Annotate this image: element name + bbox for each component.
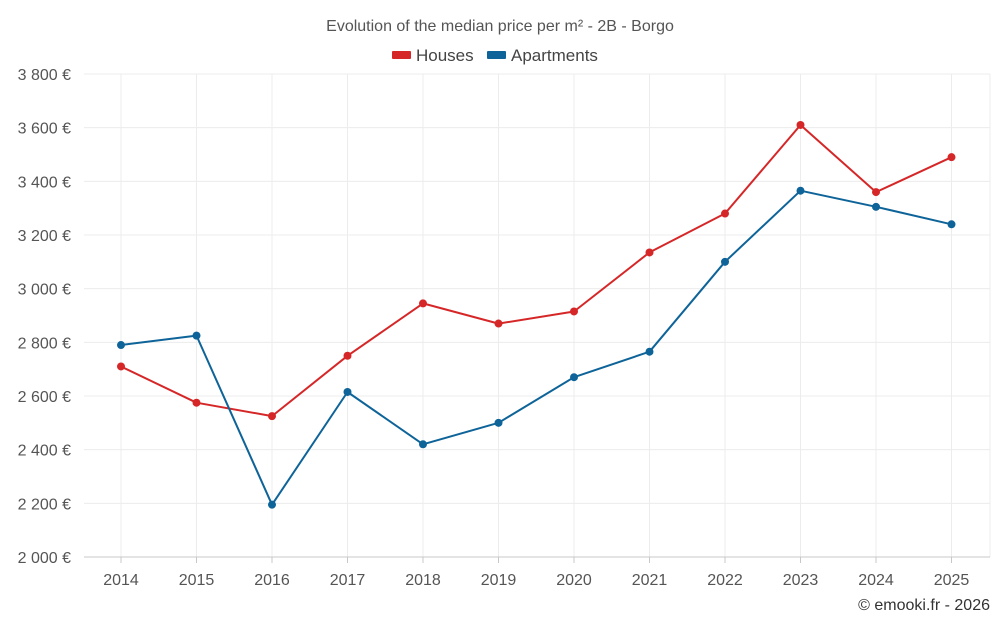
data-point-apartments [721, 257, 729, 266]
y-tick-label: 2 600 € [18, 389, 71, 406]
grid-layer [84, 73, 991, 557]
legend-item-apartments[interactable]: Apartments [487, 46, 598, 65]
x-tick-label: 2015 [179, 572, 215, 589]
data-point-houses [268, 412, 276, 421]
legend-item-houses[interactable]: Houses [392, 46, 474, 65]
data-point-apartments [872, 202, 880, 211]
data-point-houses [645, 248, 654, 257]
data-point-houses [419, 299, 427, 308]
axis-layer: 2 000 € 2 200 € 2 400 € 2 600 € 2 800 € 3 000… [18, 67, 990, 589]
legend-label-apartments: Apartments [511, 46, 598, 65]
data-point-houses [570, 307, 578, 316]
y-tick-label: 3 400 € [18, 174, 71, 191]
chart-title: Evolution of the median price per m² - 2… [326, 18, 674, 35]
x-tick-label: 2021 [632, 572, 668, 589]
data-point-houses [192, 398, 201, 407]
data-point-apartments [947, 220, 956, 229]
data-point-houses [343, 351, 352, 360]
legend-swatch-houses [392, 51, 411, 59]
x-tick-label: 2023 [783, 572, 819, 589]
data-point-apartments [570, 373, 578, 382]
data-point-houses [947, 153, 956, 162]
x-tick-label: 2019 [481, 572, 517, 589]
data-point-apartments [268, 500, 276, 509]
x-tick-label: 2017 [330, 572, 366, 589]
credit-text: © emooki.fr - 2026 [858, 597, 990, 614]
y-tick-label: 2 800 € [18, 335, 71, 352]
data-point-houses [494, 319, 503, 328]
data-point-apartments [645, 347, 654, 356]
data-point-houses [872, 188, 880, 197]
series-line-apartments [120, 189, 952, 506]
data-point-apartments [796, 186, 805, 195]
series-layer [117, 120, 956, 509]
x-tick-label: 2014 [103, 572, 139, 589]
data-point-houses [796, 120, 805, 129]
data-point-apartments [117, 341, 125, 350]
y-tick-label: 3 200 € [18, 228, 71, 245]
data-point-apartments [192, 331, 201, 340]
y-tick-label: 2 400 € [18, 443, 71, 460]
legend[interactable]: Houses Apartments [392, 46, 598, 65]
data-point-houses [117, 362, 125, 371]
x-tick-label: 2022 [707, 572, 743, 589]
data-point-apartments [343, 387, 352, 396]
legend-label-houses: Houses [416, 46, 474, 65]
series-line-houses [120, 124, 952, 418]
y-tick-label: 2 200 € [18, 496, 71, 513]
data-point-apartments [494, 418, 503, 427]
x-tick-label: 2020 [556, 572, 592, 589]
x-tick-label: 2024 [858, 572, 894, 589]
y-tick-label: 3 600 € [18, 121, 71, 138]
y-tick-label: 3 800 € [18, 67, 71, 84]
data-point-apartments [419, 440, 427, 449]
data-point-houses [721, 209, 729, 218]
y-tick-label: 2 000 € [18, 550, 71, 567]
y-tick-label: 3 000 € [18, 282, 71, 299]
legend-swatch-apartments [487, 51, 506, 59]
x-tick-label: 2025 [934, 572, 970, 589]
x-tick-label: 2016 [254, 572, 290, 589]
x-tick-label: 2018 [405, 572, 441, 589]
